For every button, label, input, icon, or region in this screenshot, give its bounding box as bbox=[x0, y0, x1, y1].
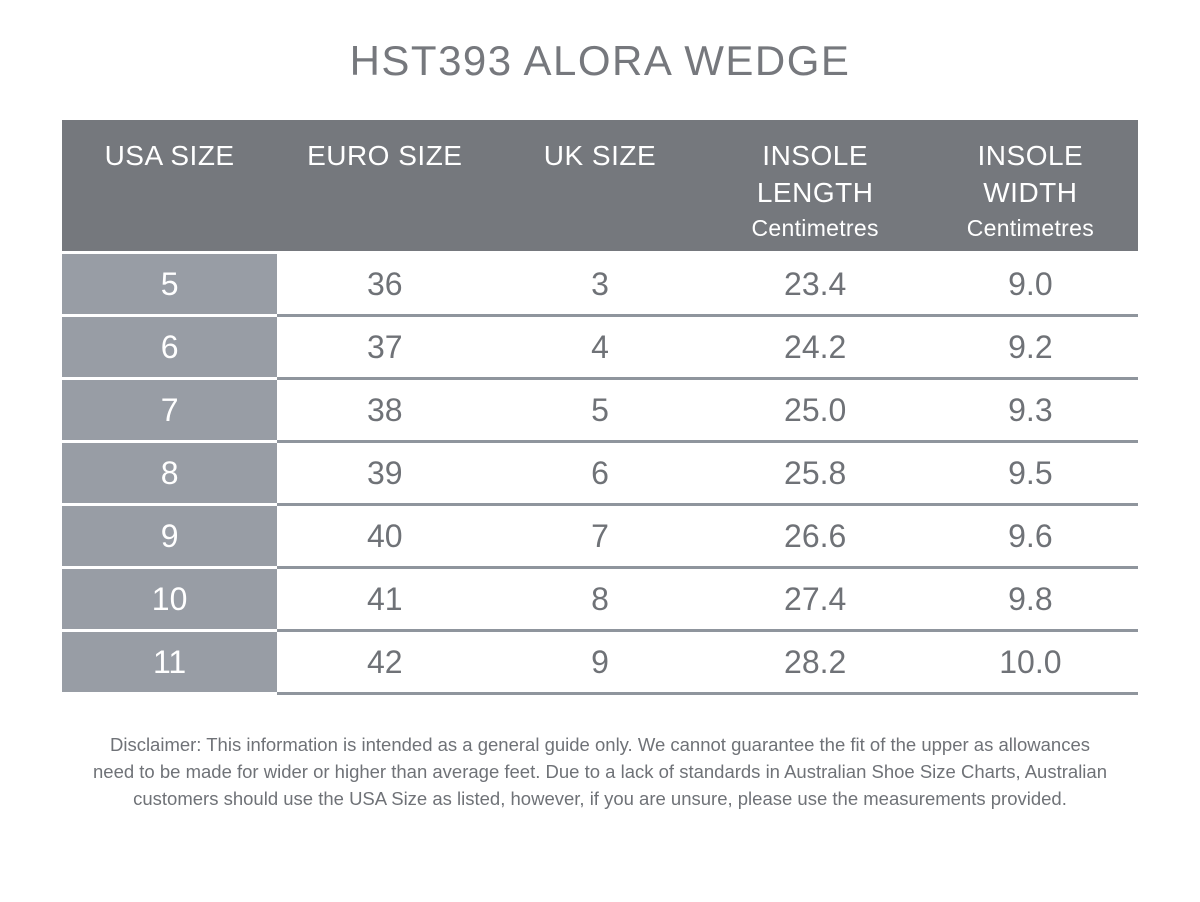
column-header-insole-width: INSOLE WIDTH Centimetres bbox=[922, 120, 1138, 255]
cell-usa-size: 7 bbox=[62, 380, 278, 444]
cell-uk-size: 8 bbox=[492, 569, 708, 633]
cell-insole-length: 24.2 bbox=[707, 317, 923, 381]
cell-usa-size: 8 bbox=[62, 443, 278, 507]
disclaimer-line: need to be made for wider or higher than… bbox=[93, 761, 1107, 783]
cell-insole-width: 9.8 bbox=[922, 569, 1138, 633]
cell-usa-size: 9 bbox=[62, 506, 278, 570]
disclaimer: Disclaimer: This information is intended… bbox=[0, 731, 1200, 812]
table-row: 8 39 6 25.8 9.5 bbox=[62, 443, 1138, 507]
cell-uk-size: 4 bbox=[492, 317, 708, 381]
column-header-label: USA SIZE bbox=[104, 140, 235, 172]
table-row: 9 40 7 26.6 9.6 bbox=[62, 506, 1138, 570]
table-row: 10 41 8 27.4 9.8 bbox=[62, 569, 1138, 633]
column-header-insole-length: INSOLE LENGTH Centimetres bbox=[707, 120, 923, 255]
cell-usa-size: 5 bbox=[62, 254, 278, 318]
header-row: USA SIZE EURO SIZE UK SIZE INSOLE LENGTH… bbox=[62, 120, 1138, 255]
cell-insole-length: 23.4 bbox=[707, 254, 923, 318]
table-header: USA SIZE EURO SIZE UK SIZE INSOLE LENGTH… bbox=[62, 120, 1138, 255]
cell-insole-width: 9.2 bbox=[922, 317, 1138, 381]
cell-uk-size: 7 bbox=[492, 506, 708, 570]
cell-insole-width: 10.0 bbox=[922, 632, 1138, 696]
column-header-label: INSOLE WIDTH bbox=[977, 140, 1084, 209]
cell-insole-length: 27.4 bbox=[707, 569, 923, 633]
disclaimer-line: customers should use the USA Size as lis… bbox=[133, 788, 1067, 810]
column-header-label: UK SIZE bbox=[543, 140, 657, 172]
cell-euro-size: 42 bbox=[277, 632, 493, 696]
column-header-label: EURO SIZE bbox=[307, 140, 463, 172]
cell-uk-size: 6 bbox=[492, 443, 708, 507]
column-header-usa-size: USA SIZE bbox=[62, 120, 278, 255]
disclaimer-line: Disclaimer: This information is intended… bbox=[109, 734, 1091, 756]
cell-insole-length: 25.0 bbox=[707, 380, 923, 444]
cell-euro-size: 37 bbox=[277, 317, 493, 381]
column-header-euro-size: EURO SIZE bbox=[277, 120, 493, 255]
cell-euro-size: 41 bbox=[277, 569, 493, 633]
column-header-sublabel: Centimetres bbox=[966, 214, 1095, 241]
cell-insole-length: 25.8 bbox=[707, 443, 923, 507]
cell-insole-width: 9.5 bbox=[922, 443, 1138, 507]
cell-insole-length: 26.6 bbox=[707, 506, 923, 570]
cell-euro-size: 40 bbox=[277, 506, 493, 570]
cell-insole-width: 9.6 bbox=[922, 506, 1138, 570]
cell-euro-size: 36 bbox=[277, 254, 493, 318]
column-header-sublabel: Centimetres bbox=[751, 214, 879, 241]
cell-insole-width: 9.3 bbox=[922, 380, 1138, 444]
cell-usa-size: 11 bbox=[62, 632, 278, 696]
cell-uk-size: 3 bbox=[492, 254, 708, 318]
cell-insole-length: 28.2 bbox=[707, 632, 923, 696]
cell-euro-size: 39 bbox=[277, 443, 493, 507]
table-row: 6 37 4 24.2 9.2 bbox=[62, 317, 1138, 381]
page-title: HST393 ALORA WEDGE bbox=[349, 37, 851, 84]
table-body: 5 36 3 23.4 9.0 6 37 4 24.2 9.2 7 38 5 25.0 9.3 8 39 6 25.… bbox=[62, 254, 1138, 696]
cell-usa-size: 6 bbox=[62, 317, 278, 381]
cell-euro-size: 38 bbox=[277, 380, 493, 444]
cell-insole-width: 9.0 bbox=[922, 254, 1138, 318]
size-chart-table: USA SIZE EURO SIZE UK SIZE INSOLE LENGTH… bbox=[62, 120, 1138, 696]
table-row: 11 42 9 28.2 10.0 bbox=[62, 632, 1138, 696]
table-row: 7 38 5 25.0 9.3 bbox=[62, 380, 1138, 444]
column-header-uk-size: UK SIZE bbox=[492, 120, 708, 255]
column-header-label: INSOLE LENGTH bbox=[756, 140, 874, 209]
cell-usa-size: 10 bbox=[62, 569, 278, 633]
cell-uk-size: 9 bbox=[492, 632, 708, 696]
table-row: 5 36 3 23.4 9.0 bbox=[62, 254, 1138, 318]
cell-uk-size: 5 bbox=[492, 380, 708, 444]
